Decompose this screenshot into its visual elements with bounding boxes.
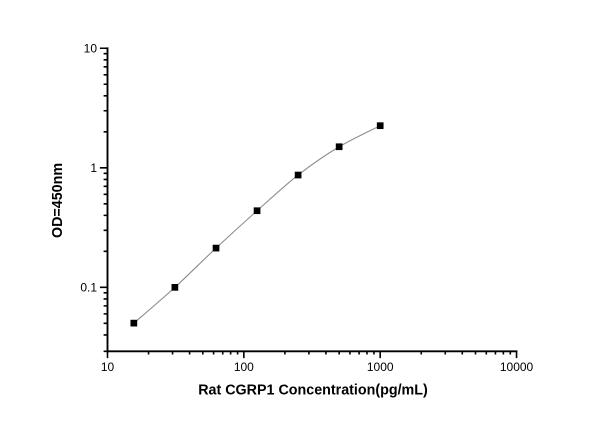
- svg-text:100: 100: [234, 360, 254, 374]
- svg-text:OD=450nm: OD=450nm: [50, 163, 66, 238]
- svg-text:10: 10: [101, 360, 115, 374]
- svg-text:10: 10: [84, 42, 98, 56]
- svg-text:Rat CGRP1 Concentration(pg/mL): Rat CGRP1 Concentration(pg/mL): [198, 382, 428, 398]
- svg-text:1000: 1000: [367, 360, 394, 374]
- svg-text:0.1: 0.1: [80, 281, 97, 295]
- svg-text:1: 1: [90, 161, 97, 175]
- svg-text:10000: 10000: [500, 360, 534, 374]
